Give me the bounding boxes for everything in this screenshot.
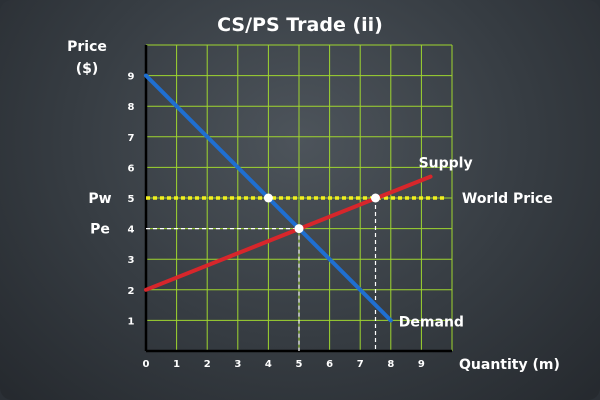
price-label-pw: Pw bbox=[88, 191, 111, 207]
x-tick-label: 8 bbox=[387, 359, 394, 370]
point-layer bbox=[263, 193, 380, 234]
x-tick-label: 7 bbox=[357, 359, 364, 370]
x-tick-label: 1 bbox=[173, 359, 180, 370]
chart-title: CS/PS Trade (ii) bbox=[217, 14, 383, 36]
line-layer bbox=[144, 73, 446, 323]
supply-at-world-price-point bbox=[371, 193, 380, 203]
x-tick-label: 4 bbox=[265, 359, 272, 370]
demand-label: Demand bbox=[399, 314, 464, 330]
y-tick-label: 1 bbox=[128, 316, 135, 327]
y-tick-label: 2 bbox=[128, 286, 135, 297]
supply-curve bbox=[144, 174, 433, 292]
y-tick-label: 8 bbox=[128, 102, 135, 113]
world-price-label: World Price bbox=[462, 191, 553, 207]
x-tick-label: 3 bbox=[234, 359, 241, 370]
y-tick-label: 9 bbox=[128, 72, 135, 83]
y-tick-label: 7 bbox=[128, 133, 135, 144]
x-tick-label: 6 bbox=[326, 359, 333, 370]
price-label-pe: Pe bbox=[90, 222, 110, 238]
x-axis-label: Quantity (m) bbox=[459, 357, 560, 373]
y-axis-label-line1: Price bbox=[67, 39, 107, 55]
y-axis-label-line2: ($) bbox=[76, 61, 99, 77]
y-tick-label: 5 bbox=[128, 194, 135, 205]
label-layer: Supply Demand World Price Pw Pe bbox=[88, 156, 552, 331]
supply-label: Supply bbox=[419, 156, 473, 172]
y-tick-label: 6 bbox=[128, 163, 135, 174]
demand-at-world-price-point bbox=[263, 193, 273, 203]
y-tick-label: 3 bbox=[128, 255, 135, 266]
x-tick-label: 0 bbox=[143, 359, 150, 370]
guide-layer bbox=[146, 198, 377, 351]
x-tick-label: 9 bbox=[418, 359, 425, 370]
equilibrium-point bbox=[294, 224, 304, 234]
x-tick-label: 5 bbox=[296, 359, 303, 370]
x-tick-label: 2 bbox=[204, 359, 211, 370]
y-tick-label: 4 bbox=[128, 225, 135, 236]
